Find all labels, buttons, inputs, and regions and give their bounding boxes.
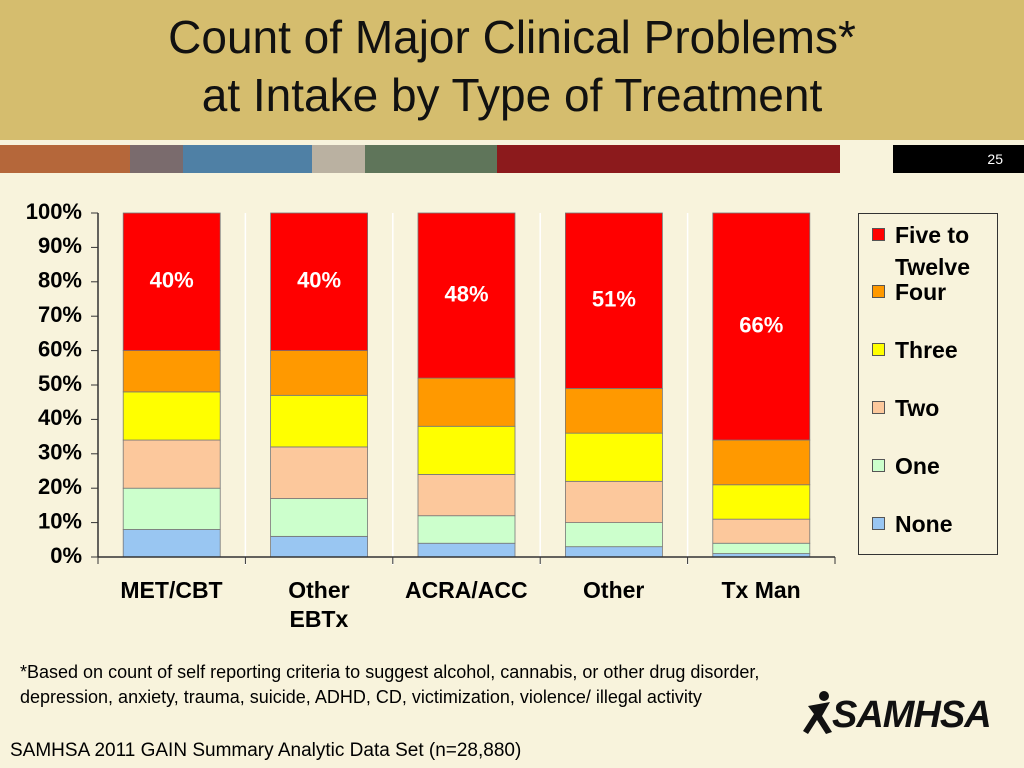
x-tick-label: Other EBTx (288, 577, 350, 632)
bar-segment (712, 212, 811, 441)
bar-segment (565, 212, 663, 389)
bar-segment (270, 535, 369, 558)
bar-segment (565, 480, 663, 524)
slide-title: Count of Major Clinical Problems* at Int… (168, 11, 856, 121)
legend-swatch (872, 401, 885, 414)
bar-segment (122, 350, 221, 393)
legend-item: Two (872, 392, 993, 424)
y-tick-label: 100% (26, 199, 82, 224)
y-tick-label: 60% (38, 336, 82, 361)
bar-segment (565, 432, 663, 482)
legend-swatch (872, 459, 885, 472)
bar-segment (270, 212, 369, 352)
data-label: 40% (150, 268, 194, 293)
x-tick-label: Other (583, 577, 645, 603)
y-tick-label: 0% (50, 543, 82, 568)
bar-segment (417, 377, 516, 427)
y-tick-label: 40% (38, 405, 82, 430)
legend-swatch (872, 343, 885, 356)
bar-segment (565, 388, 663, 434)
data-label: 40% (297, 268, 341, 293)
legend-swatch (872, 517, 885, 530)
logo: SAMHSA (832, 694, 992, 736)
y-tick-label: 80% (38, 268, 82, 293)
data-label: 66% (739, 312, 783, 337)
y-tick-label: 70% (38, 302, 82, 327)
y-tick-label: 90% (38, 233, 82, 258)
bar-segment (270, 350, 369, 396)
legend-swatch (872, 228, 885, 241)
color-strip (0, 145, 1024, 173)
slide-number: 25 (987, 151, 1003, 167)
logo-figure (803, 691, 832, 734)
legend-label: Five to Twelve (895, 222, 970, 280)
bar-segment (565, 546, 663, 558)
legend-item: None (872, 508, 993, 540)
legend-label: One (895, 453, 940, 479)
bar-segment (122, 487, 221, 530)
y-tick-label: 50% (38, 371, 82, 396)
footnote: *Based on count of self reporting criter… (20, 662, 760, 707)
data-label: 51% (592, 287, 636, 312)
title-banner (0, 0, 1024, 140)
bar-segment (712, 518, 811, 544)
y-tick-label: 10% (38, 508, 82, 533)
source: SAMHSA 2011 GAIN Summary Analytic Data S… (10, 740, 522, 761)
bar-segment (417, 515, 516, 544)
bar-segment (712, 439, 811, 486)
legend: Five to Twelve Four Three Two One None (858, 213, 998, 555)
bar-segment (417, 212, 516, 379)
bar-segment (270, 394, 369, 448)
legend-item: One (872, 450, 993, 482)
x-tick-label: Tx Man (721, 577, 801, 603)
legend-label: Four (895, 279, 947, 305)
bar-segment (417, 542, 516, 558)
x-tick-label: ACRA/ACC (404, 577, 528, 603)
bar-segment (270, 446, 369, 499)
data-label: 48% (444, 281, 488, 306)
bar-segment (122, 212, 221, 352)
legend-label: Two (895, 395, 940, 421)
legend-item: Three (872, 334, 993, 366)
legend-item: Four (872, 276, 993, 308)
legend-label: Three (895, 337, 958, 363)
y-tick-label: 20% (38, 474, 82, 499)
bar-segment (122, 529, 221, 558)
bar-segment (712, 484, 811, 520)
bar-segment (270, 498, 369, 537)
y-tick-label: 30% (38, 440, 82, 465)
bar-segment (565, 522, 663, 548)
legend-swatch (872, 285, 885, 298)
legend-item: Five to Twelve (872, 219, 993, 283)
bar-segment (417, 425, 516, 475)
bar-segment (122, 439, 221, 489)
bar-segment (122, 391, 221, 441)
legend-label: None (895, 511, 953, 537)
bar-segment (417, 474, 516, 517)
bar-segment (712, 542, 811, 554)
x-tick-label: MET/CBT (120, 577, 223, 603)
